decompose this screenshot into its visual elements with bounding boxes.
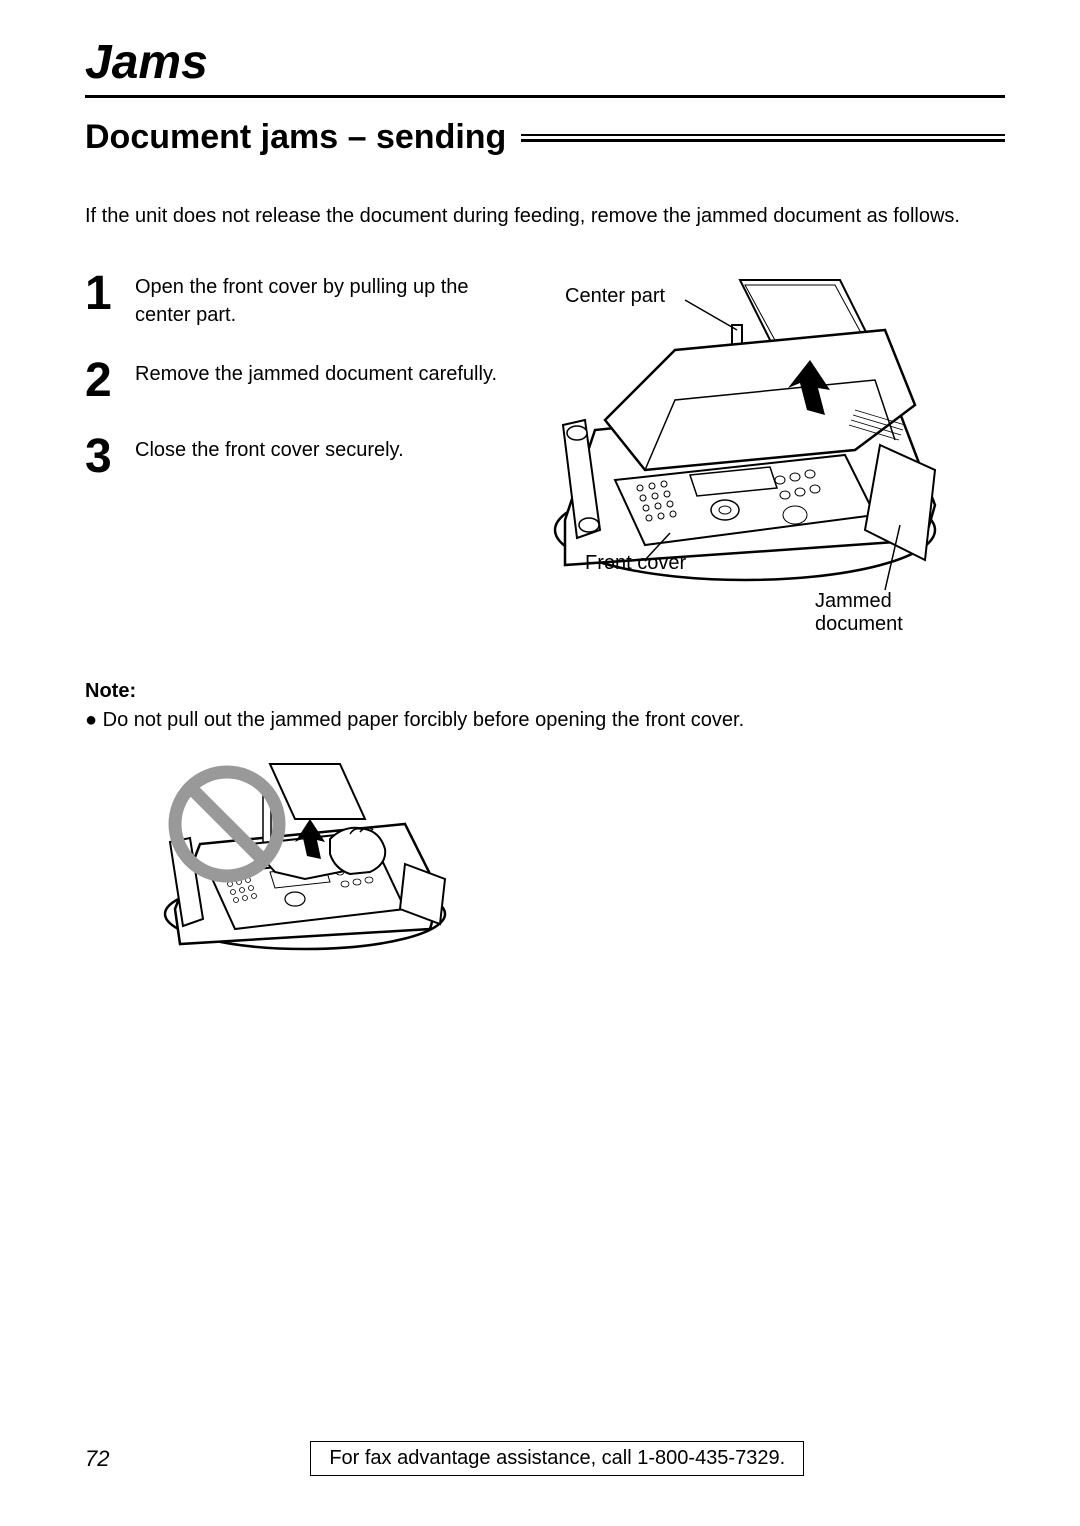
page-footer: 72 For fax advantage assistance, call 1-…: [85, 1441, 1005, 1476]
content-row: 1 Open the front cover by pulling up the…: [85, 270, 1005, 650]
prohibit-diagram: [155, 744, 475, 964]
label-front-cover: Front cover: [585, 552, 686, 575]
step-number: 3: [85, 433, 135, 481]
dont-pull-illustration: [155, 744, 475, 964]
step-text: Close the front cover securely.: [135, 433, 404, 464]
page-title: Jams: [85, 35, 1005, 98]
label-jammed-document: Jammed document: [815, 590, 935, 636]
section-header-line: [521, 134, 1005, 142]
label-center-part: Center part: [565, 285, 665, 308]
note-text: ● Do not pull out the jammed paper forci…: [85, 706, 1005, 734]
note-heading: Note:: [85, 680, 1005, 703]
fax-machine-diagram: Center part Front cover Jammed document: [545, 270, 1005, 650]
footer-assistance-box: For fax advantage assistance, call 1-800…: [310, 1441, 804, 1476]
note-text-content: Do not pull out the jammed paper forcibl…: [103, 709, 745, 731]
note-section: Note: ● Do not pull out the jammed paper…: [85, 680, 1005, 964]
section-header: Document jams – sending: [85, 118, 1005, 157]
page-number: 72: [85, 1446, 109, 1472]
step-3: 3 Close the front cover securely.: [85, 433, 515, 481]
step-number: 1: [85, 270, 135, 318]
step-text: Open the front cover by pulling up the c…: [135, 270, 515, 329]
step-text: Remove the jammed document carefully.: [135, 357, 497, 388]
step-number: 2: [85, 357, 135, 405]
steps-column: 1 Open the front cover by pulling up the…: [85, 270, 515, 650]
step-1: 1 Open the front cover by pulling up the…: [85, 270, 515, 329]
step-2: 2 Remove the jammed document carefully.: [85, 357, 515, 405]
section-title: Document jams – sending: [85, 118, 506, 157]
diagram-column: Center part Front cover Jammed document: [545, 270, 1005, 650]
intro-text: If the unit does not release the documen…: [85, 202, 1005, 230]
